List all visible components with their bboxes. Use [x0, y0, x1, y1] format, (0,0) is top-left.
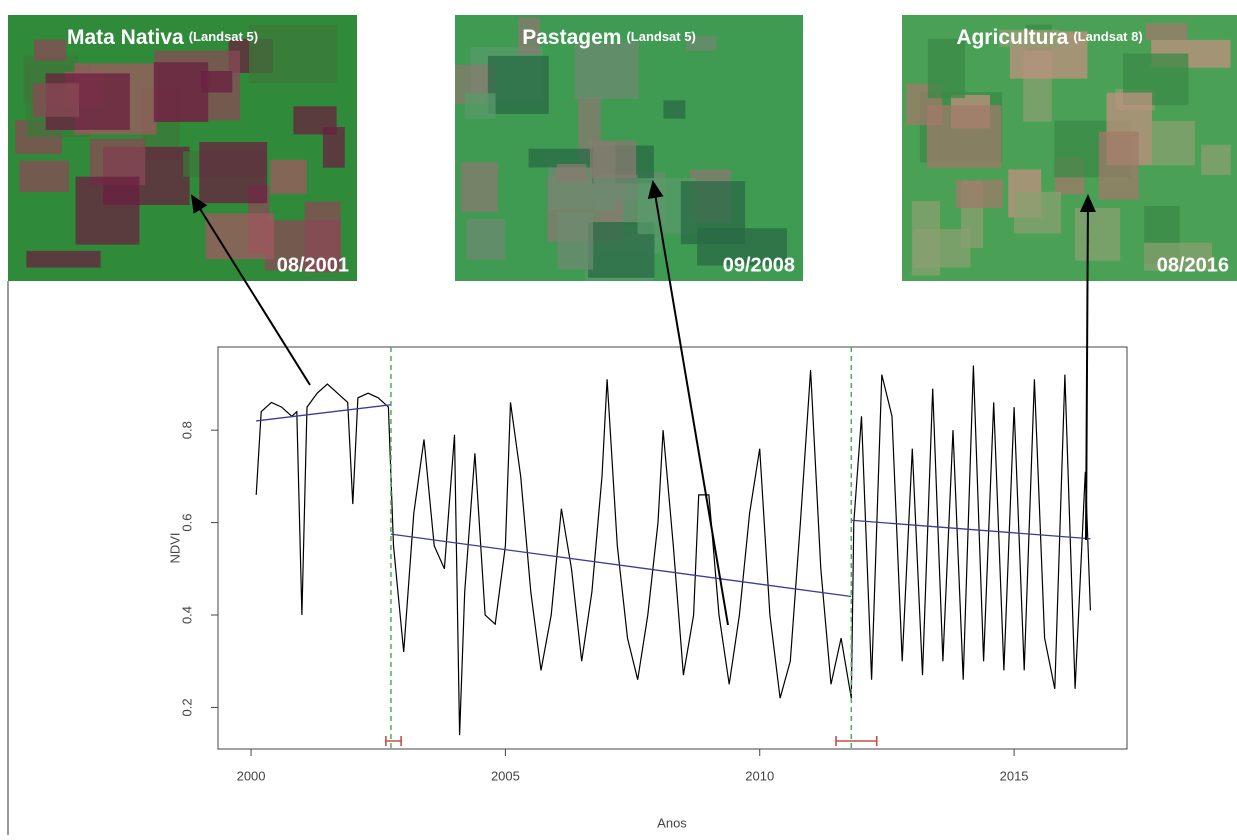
- image-patch: [1152, 120, 1195, 166]
- image-patch: [205, 213, 275, 260]
- panel-name: Mata Nativa: [67, 26, 184, 49]
- image-panels: Mata Nativa (Landsat 5) 08/2001 Pastagem (La…: [8, 15, 1237, 281]
- panel-name: Pastagem: [522, 26, 621, 49]
- confidence-interval: [385, 736, 402, 746]
- x-tick-label: 2015: [1000, 768, 1029, 783]
- panel-title: Agricultura (Landsat 8): [956, 26, 1142, 49]
- panel-title: Pastagem (Landsat 5): [522, 26, 696, 49]
- panel-date: 08/2016: [1157, 254, 1229, 276]
- image-patch: [75, 176, 140, 245]
- image-patch: [911, 201, 941, 276]
- image-patch: [487, 55, 549, 114]
- x-axis-label: Anos: [657, 815, 687, 830]
- panel-name: Agricultura: [956, 26, 1068, 49]
- image-patch: [1013, 191, 1062, 234]
- image-patch: [1201, 144, 1231, 176]
- trend-line: [256, 404, 392, 422]
- panel-sensor: (Landsat 5): [189, 29, 258, 44]
- image-patch: [528, 148, 596, 168]
- image-patch: [248, 24, 338, 84]
- image-patch: [1143, 242, 1213, 271]
- y-tick-label: 0.6: [179, 514, 194, 532]
- image-patch: [589, 140, 637, 179]
- plot: 0.2 0.4 0.6 0.8 2000 2005 2010 2015: [179, 347, 1091, 783]
- panel-date: 08/2001: [277, 254, 349, 276]
- arrow: [1079, 194, 1096, 541]
- image-patch: [927, 38, 966, 99]
- image-patch: [680, 181, 746, 245]
- ndvi-line: [255, 365, 1091, 736]
- image-patch: [686, 35, 717, 51]
- y-tick-label: 0.2: [179, 698, 194, 716]
- image-patch: [574, 42, 639, 99]
- y-tick-label: 0.8: [179, 421, 194, 439]
- image-patch: [200, 71, 233, 93]
- image-patch: [593, 174, 638, 200]
- image-patch: [32, 83, 80, 117]
- plot-frame: [217, 346, 1128, 750]
- image-patch: [464, 93, 496, 119]
- image-patch: [1098, 131, 1139, 200]
- image-patch: [557, 212, 594, 270]
- panel-sensor: (Landsat 5): [626, 29, 695, 44]
- image-patch: [1074, 207, 1121, 261]
- image-patch: [19, 160, 69, 192]
- image-patch: [518, 17, 540, 55]
- image-patch: [270, 159, 307, 194]
- panel-title: Mata Nativa (Landsat 5): [67, 26, 258, 49]
- image-patch: [460, 162, 498, 213]
- image-patch: [663, 100, 686, 119]
- arrow: [190, 194, 311, 386]
- image-patch: [199, 142, 268, 204]
- image-patch: [466, 218, 506, 260]
- image-patch: [33, 39, 67, 61]
- image-patch: [153, 62, 209, 123]
- image-patch: [556, 163, 587, 182]
- image-patch: [322, 127, 345, 168]
- image-patch: [1145, 23, 1188, 40]
- arrow: [647, 180, 729, 626]
- panel-date: 09/2008: [723, 254, 795, 276]
- x-tick-label: 2000: [237, 768, 266, 783]
- image-patch: [999, 29, 1060, 47]
- panel-sensor: (Landsat 8): [1073, 29, 1142, 44]
- image-patch: [26, 250, 101, 268]
- y-axis-label: NDVI: [167, 532, 182, 563]
- arrows: [190, 180, 1096, 626]
- confidence-interval: [835, 736, 878, 746]
- image-patch: [955, 180, 1003, 208]
- trend-line: [851, 519, 1091, 540]
- image-patch: [304, 201, 341, 273]
- y-tick-label: 0.4: [179, 606, 194, 624]
- x-tick-label: 2005: [491, 768, 520, 783]
- trend-line: [390, 533, 852, 598]
- x-tick-label: 2010: [745, 768, 774, 783]
